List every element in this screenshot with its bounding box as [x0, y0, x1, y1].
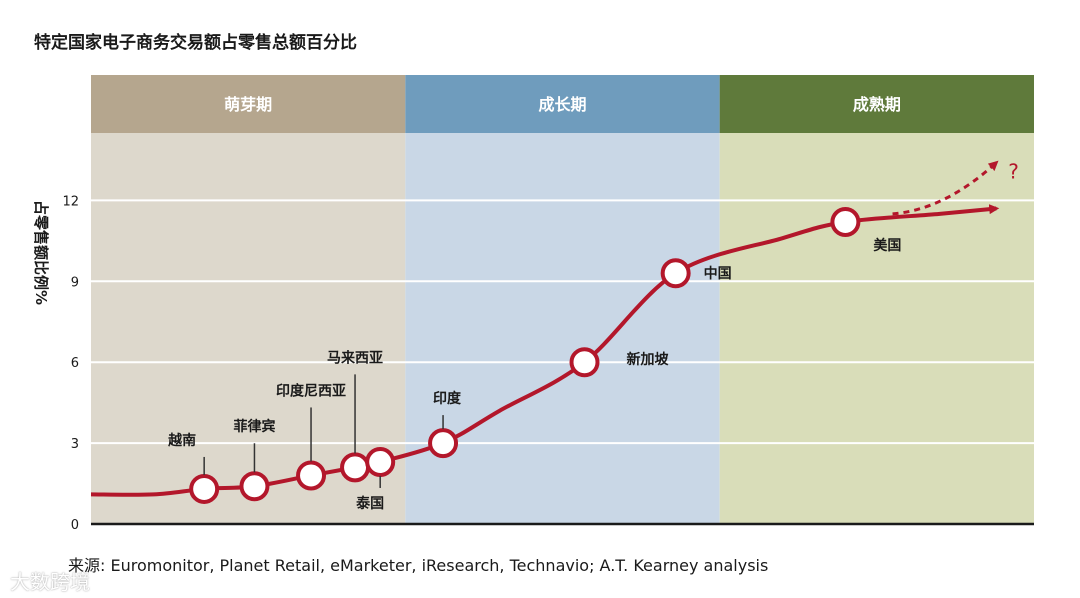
source-note: 来源: Euromonitor, Planet Retail, eMarkete…	[68, 556, 769, 575]
phase-label: 萌芽期	[224, 95, 272, 114]
y-tick-label: 0	[71, 518, 79, 533]
phase-label: 成熟期	[853, 95, 901, 114]
phase-background	[405, 133, 720, 524]
watermark: 大数跨境	[10, 570, 90, 594]
data-point	[239, 471, 270, 502]
y-axis-label: 占零售额比例%	[32, 200, 50, 305]
point-label: 印度尼西亚	[276, 382, 346, 399]
point-label: 新加坡	[627, 351, 670, 368]
data-point	[365, 446, 396, 477]
phase-background	[719, 133, 1034, 524]
phase-header	[405, 75, 720, 133]
data-point	[189, 473, 220, 504]
data-point	[296, 460, 327, 491]
data-point	[660, 258, 691, 289]
phase-header	[719, 75, 1034, 133]
data-point	[830, 206, 861, 237]
projection-question-mark: ?	[1008, 160, 1019, 184]
data-point	[569, 347, 600, 378]
data-point	[428, 428, 459, 459]
phase-header	[91, 75, 406, 133]
point-label: 马来西亚	[327, 350, 383, 366]
data-point	[340, 452, 371, 483]
growth-curve	[90, 204, 1000, 497]
y-tick-label: 12	[62, 194, 79, 209]
y-tick-label: 9	[71, 275, 79, 290]
point-label: 中国	[704, 265, 732, 282]
point-label: 菲律宾	[233, 418, 275, 435]
point-label: 印度	[433, 390, 462, 407]
y-tick-label: 6	[71, 356, 79, 371]
projection-arrow	[892, 160, 999, 216]
y-tick-label: 3	[71, 437, 79, 452]
point-label: 美国	[873, 237, 901, 254]
chart-title: 特定国家电子商务交易额占零售总额百分比	[34, 33, 357, 53]
point-label: 泰国	[355, 495, 384, 512]
point-label: 越南	[167, 432, 196, 449]
phase-label: 成长期	[538, 95, 586, 114]
